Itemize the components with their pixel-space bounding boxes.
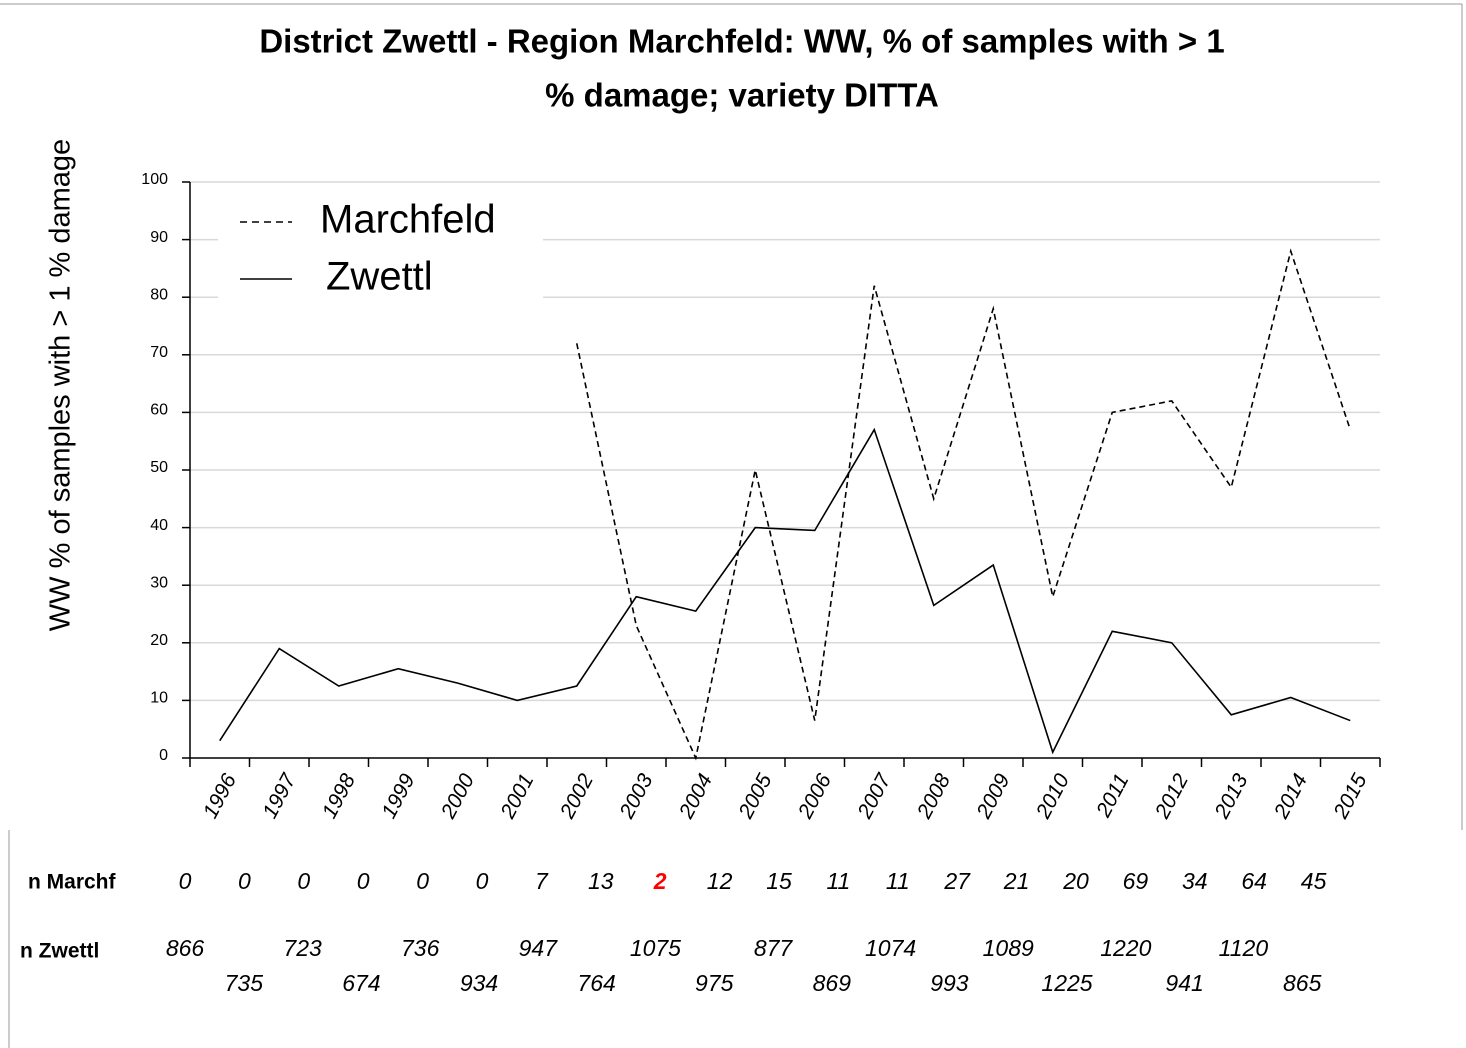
x-tick-label: 2009 bbox=[972, 770, 1015, 823]
x-tick-label: 2002 bbox=[555, 770, 598, 823]
y-tick-label: 60 bbox=[150, 402, 168, 419]
n-zwettl-value: 934 bbox=[460, 970, 498, 996]
n-zwettl-value: 869 bbox=[813, 970, 852, 996]
x-tick-label: 2004 bbox=[674, 770, 717, 823]
n-zwettl-value: 1120 bbox=[1219, 935, 1269, 961]
n-zwettl-value: 735 bbox=[225, 970, 264, 996]
n-marchf-value: 69 bbox=[1123, 868, 1149, 894]
x-tick-label: 2003 bbox=[615, 770, 658, 823]
x-tick-label: 1997 bbox=[258, 769, 301, 822]
n-marchf-value: 15 bbox=[766, 868, 792, 894]
n-zwettl-value: 1225 bbox=[1041, 970, 1092, 996]
n-marchf-value: 11 bbox=[826, 868, 850, 894]
n-marchf-value: 45 bbox=[1301, 868, 1327, 894]
y-tick-label: 70 bbox=[150, 344, 168, 361]
x-tick-label: 2000 bbox=[436, 770, 479, 823]
y-tick-label: 30 bbox=[150, 574, 168, 591]
n-zwettl-value: 993 bbox=[930, 970, 969, 996]
line-series bbox=[219, 427, 1351, 755]
n-marchf-value: 21 bbox=[1003, 868, 1030, 894]
n-marchf-value: 12 bbox=[707, 868, 733, 894]
x-tick-label: 2008 bbox=[912, 770, 955, 823]
n-zwettl-value: 877 bbox=[754, 935, 794, 961]
y-axis-label: WW % of samples with > 1 % damage bbox=[45, 139, 77, 631]
n-marchf-value: 0 bbox=[297, 868, 310, 894]
n-zwettl-value: 1089 bbox=[983, 935, 1034, 961]
n-marchf-value: 0 bbox=[476, 868, 489, 894]
y-tick-label: 10 bbox=[150, 690, 168, 707]
n-zwettl-value: 941 bbox=[1165, 970, 1203, 996]
x-tick-label: 2005 bbox=[734, 770, 777, 823]
n-marchf-value: 13 bbox=[588, 868, 614, 894]
x-tick-label: 2006 bbox=[793, 770, 836, 823]
y-tick-label: 0 bbox=[159, 747, 168, 764]
x-tick-label: 2014 bbox=[1269, 770, 1312, 823]
n-marchf-value: 0 bbox=[238, 868, 251, 894]
x-tick-label: 1998 bbox=[318, 770, 360, 822]
n-zwettl-value: 674 bbox=[342, 970, 380, 996]
line-series bbox=[575, 248, 1352, 761]
x-tick-label: 2012 bbox=[1150, 770, 1193, 823]
n-marchf-value: 0 bbox=[179, 868, 192, 894]
y-tick-label: 90 bbox=[150, 229, 168, 246]
n-zwettl-label: n Zwettl bbox=[20, 940, 99, 963]
n-marchf-value: 11 bbox=[886, 868, 910, 894]
n-zwettl-value: 865 bbox=[1283, 970, 1322, 996]
n-zwettl-value: 723 bbox=[283, 935, 322, 961]
n-marchf-value: 0 bbox=[416, 868, 429, 894]
legend-label: Marchfeld bbox=[320, 198, 496, 242]
n-marchf-value: 2 bbox=[653, 868, 667, 894]
n-marchf-value: 34 bbox=[1182, 868, 1208, 894]
legend-box bbox=[218, 192, 543, 298]
chart-title: District Zwettl - Region Marchfeld: WW, … bbox=[259, 23, 1224, 60]
x-tick-label: 2007 bbox=[853, 769, 896, 823]
n-marchf-value: 20 bbox=[1062, 868, 1089, 894]
x-tick-label: 1996 bbox=[199, 770, 241, 822]
n-zwettl-value: 736 bbox=[401, 935, 440, 961]
y-tick-label: 80 bbox=[150, 286, 168, 303]
n-marchf-value: 64 bbox=[1241, 868, 1267, 894]
n-zwettl-value: 1075 bbox=[630, 935, 681, 961]
x-tick-label: 2010 bbox=[1031, 770, 1074, 823]
n-zwettl-value: 866 bbox=[166, 935, 205, 961]
n-zwettl-value: 764 bbox=[577, 970, 615, 996]
n-marchf-label: n Marchf bbox=[28, 871, 117, 894]
n-marchf-value: 0 bbox=[357, 868, 370, 894]
n-marchf-value: 7 bbox=[535, 868, 549, 894]
n-marchf-value: 27 bbox=[943, 868, 971, 894]
y-tick-label: 50 bbox=[150, 459, 168, 476]
y-tick-label: 100 bbox=[141, 171, 168, 188]
y-tick-label: 20 bbox=[150, 632, 168, 649]
chart-title: % damage; variety DITTA bbox=[545, 77, 939, 114]
x-tick-label: 1999 bbox=[377, 770, 419, 822]
n-zwettl-value: 975 bbox=[695, 970, 734, 996]
n-zwettl-value: 1220 bbox=[1100, 935, 1151, 961]
n-zwettl-value: 1074 bbox=[865, 935, 916, 961]
n-zwettl-value: 947 bbox=[519, 935, 559, 961]
legend-label: Zwettl bbox=[326, 255, 433, 299]
x-tick-label: 2015 bbox=[1329, 770, 1372, 823]
y-tick-label: 40 bbox=[150, 517, 168, 534]
x-tick-label: 2011 bbox=[1092, 770, 1134, 822]
x-tick-label: 2001 bbox=[496, 770, 539, 823]
x-tick-label: 2013 bbox=[1210, 770, 1253, 823]
